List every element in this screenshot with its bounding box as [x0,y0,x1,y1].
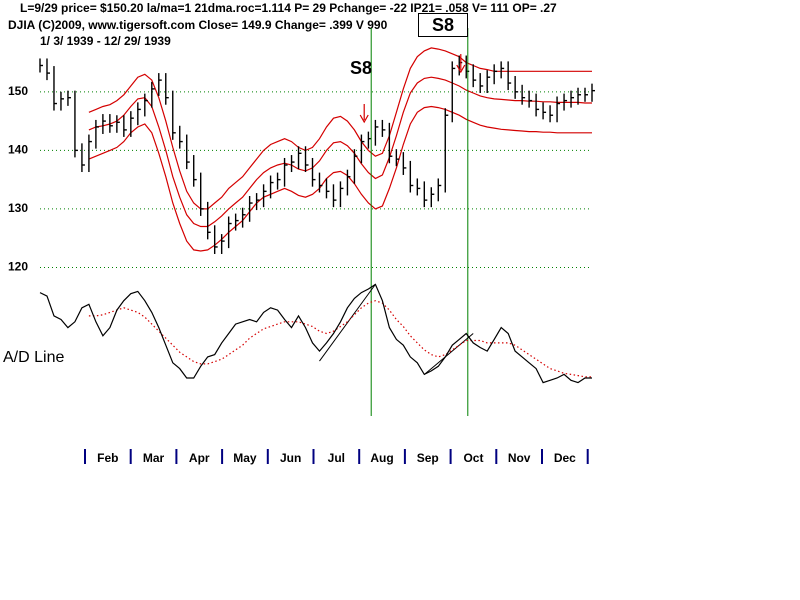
header-date-range: 1/ 3/ 1939 - 12/ 29/ 1939 [40,34,171,48]
price-bars-layer [39,55,595,254]
header-stats-line: L=9/29 price= $150.20 la/ma=1 21dma.roc=… [20,1,557,15]
month-label: Feb [97,451,118,465]
y-tick-label: 130 [8,201,28,215]
signal-layer [319,28,474,416]
y-tick-label: 120 [8,259,28,273]
month-label: Mar [143,451,165,465]
month-axis: Feb Mar Apr May Jun Jul Aug Sep Oct Nov Dec [84,449,589,465]
month-label: Sep [417,451,439,465]
month-label: May [233,451,257,465]
signal-arrow-head [456,64,466,74]
ad-line [39,283,592,384]
grid-layer: 120 130 140 150 [8,84,592,273]
month-label: Nov [508,451,531,465]
lower-band-line [88,105,592,252]
bands-layer [88,47,592,252]
signal-label-s8: S8 [350,58,373,78]
ad-moving-average [88,300,592,378]
y-tick-label: 150 [8,84,28,98]
month-label: Oct [463,451,483,465]
month-label: Jul [328,451,345,465]
ad-line-layer [39,283,592,384]
header-title-line: DJIA (C)2009, www.tigersoft.com Close= 1… [8,18,388,32]
month-label: Apr [189,451,210,465]
signal-label-box: S8 [418,13,468,37]
month-label: Dec [554,451,576,465]
month-label: Jun [280,451,301,465]
month-label: Aug [370,451,393,465]
ad-line-label: A/D Line [3,349,65,366]
ad-trend-line [319,284,376,362]
ad-trend-line [423,333,474,375]
signal-arrow-head [359,114,369,124]
middle-band-line [88,76,592,228]
y-tick-label: 140 [8,142,28,156]
